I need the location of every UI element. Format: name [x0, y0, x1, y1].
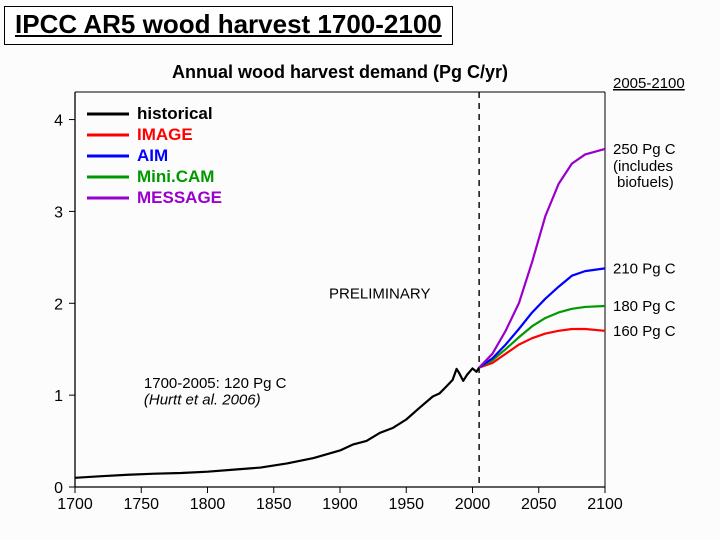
chart: 1700 1750 1800 1850 1900 1950 2000 2050 2100 0 1 2 3… [40, 62, 700, 522]
svg-text:historical: historical [137, 104, 213, 123]
page-title-box: IPCC AR5 wood harvest 1700-2100 [4, 6, 453, 45]
chart-svg: 1700 1750 1800 1850 1900 1950 2000 2050 2100 0 1 2 3… [40, 62, 700, 522]
svg-text:2050: 2050 [521, 496, 557, 513]
svg-text:0: 0 [54, 480, 63, 497]
svg-text:4: 4 [54, 113, 63, 130]
svg-text:Mini.CAM: Mini.CAM [137, 167, 214, 186]
svg-text:1800: 1800 [190, 496, 226, 513]
svg-text:1700-2005: 120 Pg C: 1700-2005: 120 Pg C [144, 375, 287, 392]
svg-text:2005-2100: 2005-2100 [613, 75, 685, 92]
svg-text:3: 3 [54, 204, 63, 221]
page-title: IPCC AR5 wood harvest 1700-2100 [15, 9, 442, 39]
svg-text:1950: 1950 [388, 496, 424, 513]
svg-text:AIM: AIM [137, 146, 168, 165]
svg-text:1: 1 [54, 388, 63, 405]
svg-text:180 Pg C: 180 Pg C [613, 298, 676, 315]
svg-text:MESSAGE: MESSAGE [137, 188, 222, 207]
svg-text:(Hurtt et al. 2006): (Hurtt et al. 2006) [144, 391, 261, 408]
svg-text:2: 2 [54, 296, 63, 313]
svg-text:2100: 2100 [587, 496, 623, 513]
svg-text:biofuels): biofuels) [617, 174, 674, 191]
svg-text:160 Pg C: 160 Pg C [613, 323, 676, 340]
svg-text:1900: 1900 [322, 496, 358, 513]
svg-text:Annual wood harvest demand (Pg: Annual wood harvest demand (Pg C/yr) [172, 62, 508, 82]
svg-text:IMAGE: IMAGE [137, 125, 193, 144]
svg-text:1850: 1850 [256, 496, 292, 513]
svg-text:(includes: (includes [613, 158, 673, 175]
svg-text:1750: 1750 [123, 496, 159, 513]
svg-text:1700: 1700 [57, 496, 93, 513]
svg-text:PRELIMINARY: PRELIMINARY [329, 286, 430, 303]
svg-text:250 Pg C: 250 Pg C [613, 141, 676, 158]
svg-text:210 Pg C: 210 Pg C [613, 260, 676, 277]
svg-text:2000: 2000 [455, 496, 491, 513]
